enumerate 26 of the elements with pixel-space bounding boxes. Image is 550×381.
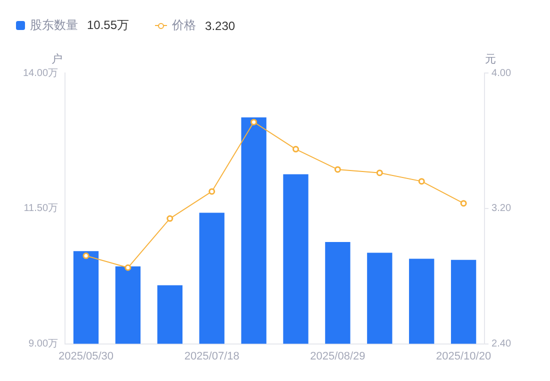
text: 10.55万 bbox=[87, 17, 130, 34]
y-tick-label: 9.00万 bbox=[28, 338, 58, 350]
x-tick-label: 2025/08/29 bbox=[310, 350, 366, 362]
point bbox=[460, 200, 467, 207]
y2-tick-label: 2.40 bbox=[492, 338, 512, 350]
point bbox=[124, 264, 132, 271]
point bbox=[292, 146, 300, 152]
legend-label: 股东数量 bbox=[30, 17, 78, 34]
point bbox=[334, 166, 341, 173]
y-axis-title: 户 bbox=[52, 52, 63, 66]
y-tick-label: 14.00万 bbox=[22, 68, 58, 79]
point bbox=[82, 252, 90, 260]
text: 3.230 bbox=[205, 18, 236, 32]
point bbox=[376, 170, 383, 176]
point bbox=[166, 215, 174, 222]
y2-tick-label: 4.00 bbox=[492, 68, 512, 79]
y2-tick-label: 3.20 bbox=[492, 203, 512, 214]
x-tick-label: 2025/05/30 bbox=[58, 350, 114, 362]
x-tick-label: 2025/07/18 bbox=[184, 350, 240, 362]
point bbox=[208, 188, 216, 195]
y-tick-label: 11.50万 bbox=[24, 203, 58, 214]
legend-label: 价格 bbox=[172, 17, 196, 34]
y2-axis-title: 元 bbox=[485, 52, 496, 66]
point bbox=[250, 118, 258, 126]
point bbox=[418, 178, 425, 185]
x-tick-label: 2025/10/20 bbox=[436, 350, 492, 362]
